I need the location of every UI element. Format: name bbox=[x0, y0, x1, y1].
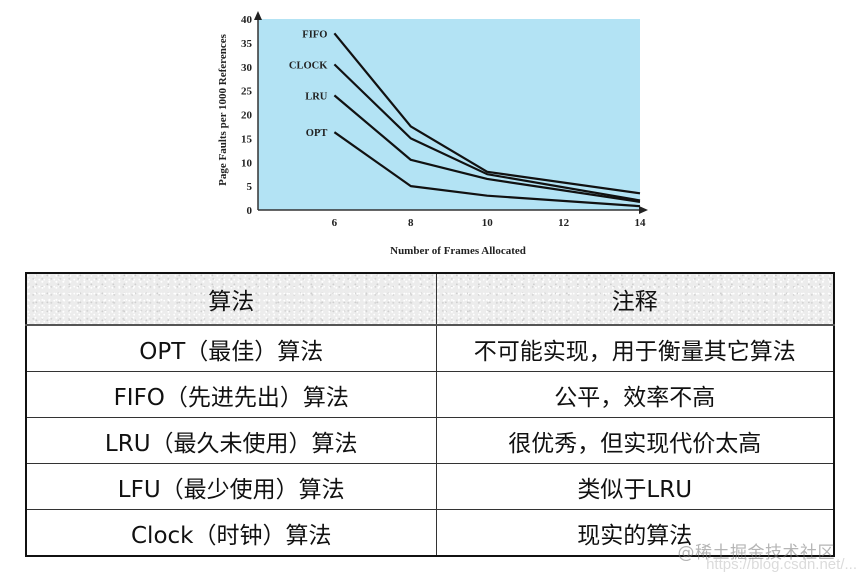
algorithm-name: OPT（最佳）算法 bbox=[25, 324, 437, 372]
series-label-clock: CLOCK bbox=[289, 60, 328, 71]
y-tick-label: 15 bbox=[241, 133, 253, 145]
x-tick-label: 8 bbox=[408, 217, 414, 229]
algorithm-name: FIFO（先进先出）算法 bbox=[25, 371, 437, 418]
algorithm-note: 很优秀，但实现代价太高 bbox=[435, 417, 835, 464]
y-tick-label: 30 bbox=[241, 62, 253, 74]
header-note: 注释 bbox=[435, 272, 835, 326]
y-axis bbox=[254, 11, 262, 210]
y-tick-label: 10 bbox=[241, 157, 253, 169]
y-tick-label: 40 bbox=[241, 14, 253, 26]
algorithm-name: LRU（最久未使用）算法 bbox=[25, 417, 437, 464]
algorithm-note: 类似于LRU bbox=[435, 463, 835, 510]
algorithm-note: 公平，效率不高 bbox=[435, 371, 835, 418]
x-tick-label: 6 bbox=[332, 217, 338, 229]
series-line-fifo bbox=[333, 32, 641, 195]
y-tick-labels: 0 5 10 15 20 25 30 35 40 bbox=[241, 14, 253, 217]
y-tick-label: 0 bbox=[247, 205, 253, 217]
series-labels: FIFO CLOCK LRU OPT bbox=[289, 29, 328, 139]
x-axis-arrow-icon bbox=[639, 206, 648, 214]
algorithm-name: LFU（最少使用）算法 bbox=[25, 463, 437, 510]
x-axis-title: Number of Frames Allocated bbox=[390, 245, 526, 257]
series-label-lru: LRU bbox=[305, 91, 328, 102]
y-tick-label: 5 bbox=[247, 181, 253, 193]
x-tick-label: 10 bbox=[482, 217, 494, 229]
y-tick-label: 25 bbox=[241, 86, 253, 98]
algorithm-note: 现实的算法 bbox=[435, 509, 835, 557]
table-row: OPT（最佳）算法 不可能实现，用于衡量其它算法 bbox=[25, 324, 835, 372]
watermark: @稀土掘金技术社区 bbox=[677, 543, 835, 563]
algorithm-name: Clock（时钟）算法 bbox=[25, 509, 437, 557]
table-row: Clock（时钟）算法 现实的算法 bbox=[25, 509, 835, 557]
x-tick-label: 12 bbox=[558, 217, 570, 229]
y-axis-title: Page Faults per 1000 References bbox=[217, 33, 229, 185]
series-line-lru bbox=[333, 94, 641, 203]
series-line-opt bbox=[333, 131, 641, 208]
header-algorithm: 算法 bbox=[25, 272, 437, 326]
table-row: LRU（最久未使用）算法 很优秀，但实现代价太高 bbox=[25, 417, 835, 464]
algorithm-note: 不可能实现，用于衡量其它算法 bbox=[435, 324, 835, 372]
y-tick-label: 20 bbox=[241, 110, 253, 122]
y-tick-label: 35 bbox=[241, 38, 253, 50]
plot-area bbox=[258, 19, 640, 210]
x-axis bbox=[258, 206, 648, 214]
x-tick-labels: 6 8 10 12 14 bbox=[332, 217, 646, 229]
page-faults-chart: 0 5 10 15 20 25 30 35 40 6 8 10 12 14 FIFO CLOCK LRU OP… bbox=[217, 11, 648, 257]
table-row: LFU（最少使用）算法 类似于LRU bbox=[25, 463, 835, 510]
table-header-row: 算法 注释 bbox=[25, 272, 835, 326]
series-lines bbox=[333, 32, 641, 208]
x-tick-label: 14 bbox=[635, 217, 647, 229]
watermark-url: https://blog.csdn.net/... bbox=[706, 556, 857, 573]
series-label-opt: OPT bbox=[306, 128, 328, 139]
series-label-fifo: FIFO bbox=[302, 29, 327, 40]
series-line-clock bbox=[333, 63, 641, 202]
table-row: FIFO（先进先出）算法 公平，效率不高 bbox=[25, 371, 835, 418]
algorithm-table: 算法 注释 OPT（最佳）算法 不可能实现，用于衡量其它算法 FIFO（先进先出… bbox=[25, 272, 835, 557]
y-axis-arrow-icon bbox=[254, 11, 262, 20]
